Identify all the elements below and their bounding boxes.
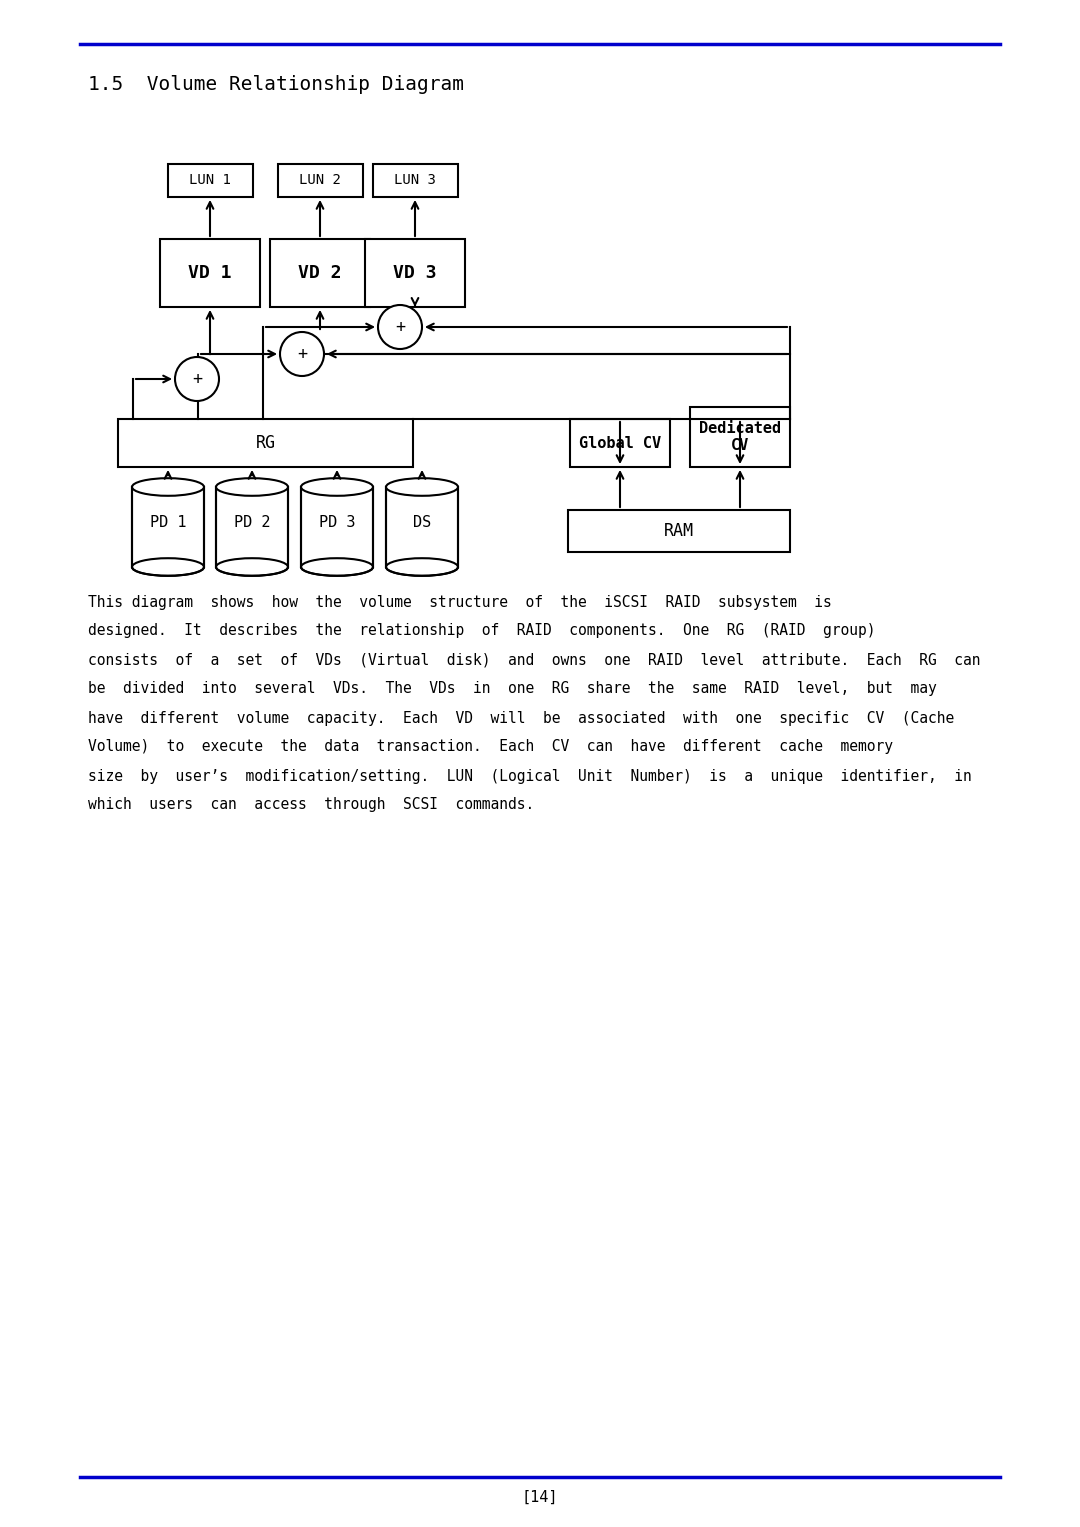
Text: DS: DS [413,515,431,530]
Bar [160,240,260,307]
Text: have  different  volume  capacity.  Each  VD  will  be  associated  with  one  s: have different volume capacity. Each VD … [87,710,955,725]
Bar [690,408,789,467]
Ellipse shape [216,478,288,496]
Text: LUN 1: LUN 1 [189,174,231,188]
Text: VD 3: VD 3 [393,264,436,282]
Text: Dedicated
CV: Dedicated CV [699,421,781,454]
Text: which  users  can  access  through  SCSI  commands.: which users can access through SCSI comm… [87,797,535,812]
Text: VD 2: VD 2 [298,264,341,282]
Bar [365,240,465,307]
Text: This diagram  shows  how  the  volume  structure  of  the  iSCSI  RAID  subsyste: This diagram shows how the volume struct… [87,594,832,609]
Ellipse shape [301,559,373,576]
Text: RAM: RAM [664,522,694,541]
Text: designed.  It  describes  the  relationship  of  RAID  components.  One  RG  (RA: designed. It describes the relationship … [87,623,876,638]
Text: 1.5  Volume Relationship Diagram: 1.5 Volume Relationship Diagram [87,75,464,93]
Text: PD 2: PD 2 [233,515,270,530]
Text: PD 3: PD 3 [319,515,355,530]
Circle shape [280,331,324,376]
Bar [301,487,373,567]
Text: [14]: [14] [522,1489,558,1504]
Text: +: + [297,345,307,363]
Text: consists  of  a  set  of  VDs  (Virtual  disk)  and  owns  one  RAID  level  att: consists of a set of VDs (Virtual disk) … [87,652,981,667]
Bar [270,240,370,307]
Bar [386,487,458,567]
Bar [216,487,288,567]
Text: +: + [395,318,405,336]
Text: LUN 3: LUN 3 [394,174,436,188]
Text: Volume)  to  execute  the  data  transaction.  Each  CV  can  have  different  c: Volume) to execute the data transaction.… [87,739,893,754]
Text: be  divided  into  several  VDs.  The  VDs  in  one  RG  share  the  same  RAID : be divided into several VDs. The VDs in … [87,681,936,696]
Ellipse shape [386,478,458,496]
Bar [118,418,413,467]
Text: LUN 2: LUN 2 [299,174,341,188]
Text: RG: RG [256,434,275,452]
Text: +: + [192,370,202,388]
Circle shape [175,357,219,402]
Text: Global CV: Global CV [579,435,661,450]
Ellipse shape [132,478,204,496]
Ellipse shape [301,478,373,496]
Ellipse shape [386,559,458,576]
Circle shape [378,305,422,350]
Text: size  by  user’s  modification/setting.  LUN  (Logical  Unit  Number)  is  a  un: size by user’s modification/setting. LUN… [87,768,972,783]
Bar [278,163,363,197]
Bar [570,418,670,467]
Ellipse shape [216,559,288,576]
Bar [132,487,204,567]
Bar [167,163,253,197]
Text: PD 1: PD 1 [150,515,186,530]
Bar [568,510,789,551]
Bar [373,163,458,197]
Ellipse shape [132,559,204,576]
Text: VD 1: VD 1 [188,264,232,282]
